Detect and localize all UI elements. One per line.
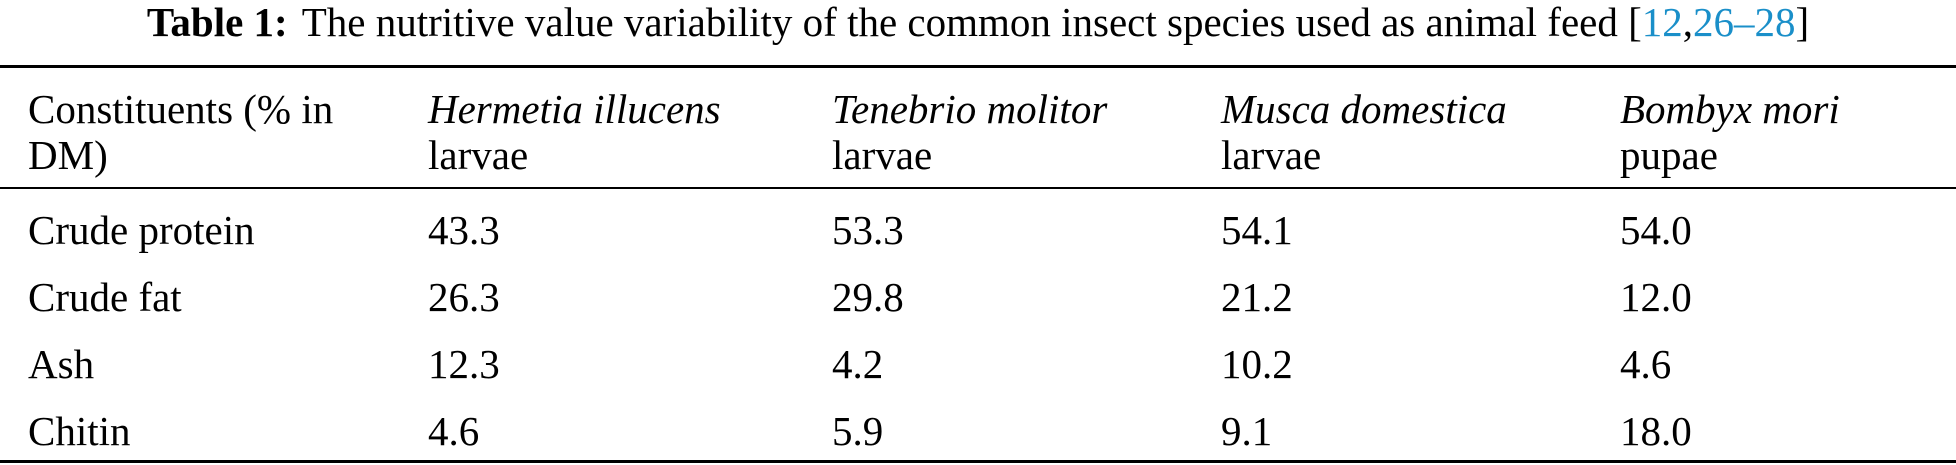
species-stage: larvae <box>428 132 529 178</box>
header-constituents-line2: DM) <box>28 132 108 178</box>
table-cell: 29.8 <box>832 274 904 320</box>
caption-ref-open: [ <box>1628 0 1642 45</box>
table-cell: 4.6 <box>428 408 480 454</box>
table-cell: 18.0 <box>1620 408 1692 454</box>
header-musca-domestica: Musca domestica larvae <box>1221 86 1507 178</box>
table-cell: 4.6 <box>1620 341 1672 387</box>
table-cell: 12.3 <box>428 341 500 387</box>
citation-link-26-28[interactable]: 26–28 <box>1693 0 1796 45</box>
row-label: Crude fat <box>28 274 182 320</box>
row-label: Chitin <box>28 408 131 454</box>
row-label: Ash <box>28 341 95 387</box>
species-stage: larvae <box>832 132 933 178</box>
species-name: Hermetia illucens <box>428 86 721 132</box>
table-cell: 54.0 <box>1620 207 1692 253</box>
table-cell: 26.3 <box>428 274 500 320</box>
table-cell: 5.9 <box>832 408 884 454</box>
header-bombyx-mori: Bombyx mori pupae <box>1620 86 1840 178</box>
table-header-rule <box>0 187 1956 189</box>
citation-link-12[interactable]: 12 <box>1641 0 1683 45</box>
header-constituents: Constituents (% in DM) <box>28 86 333 178</box>
caption-label: Table 1: <box>146 0 288 45</box>
table-cell: 9.1 <box>1221 408 1273 454</box>
row-label: Crude protein <box>28 207 255 253</box>
table-cell: 12.0 <box>1620 274 1692 320</box>
caption-text: The nutritive value variability of the c… <box>301 0 1618 45</box>
table-caption: Table 1: The nutritive value variability … <box>0 0 1956 44</box>
table-cell: 21.2 <box>1221 274 1293 320</box>
table-cell: 43.3 <box>428 207 500 253</box>
table-cell: 4.2 <box>832 341 884 387</box>
caption-ref-close: ] <box>1795 0 1810 45</box>
species-name: Bombyx mori <box>1620 86 1840 132</box>
table-cell: 10.2 <box>1221 341 1293 387</box>
species-name: Tenebrio molitor <box>832 86 1108 132</box>
caption-ref-separator: , <box>1682 0 1693 45</box>
table-cell: 54.1 <box>1221 207 1293 253</box>
species-stage: larvae <box>1221 132 1322 178</box>
table-bottom-rule <box>0 460 1956 463</box>
header-constituents-line1: Constituents (% in <box>28 86 334 132</box>
header-hermetia-illucens: Hermetia illucens larvae <box>428 86 721 178</box>
table-cell: 53.3 <box>832 207 904 253</box>
species-stage: pupae <box>1620 132 1718 178</box>
table-top-rule <box>0 65 1956 68</box>
header-tenebrio-molitor: Tenebrio molitor larvae <box>832 86 1107 178</box>
species-name: Musca domestica <box>1221 86 1507 132</box>
